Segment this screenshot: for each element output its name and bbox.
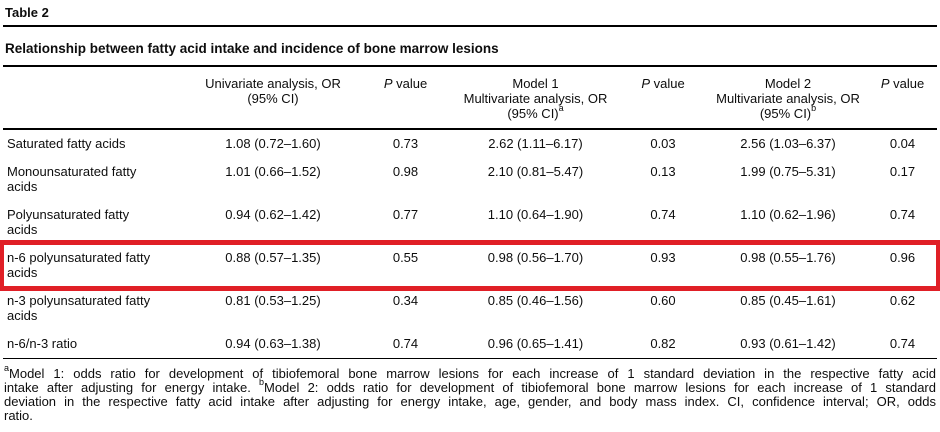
footnote-line: deviation in the respective fatty acid i… (4, 394, 936, 409)
col-header-model2: Model 2 Multivariate analysis, OR (95% CI)… (716, 76, 860, 121)
cell-value: 1.10 (0.64–1.90) (487, 207, 584, 222)
cell-value: 0.85 (0.45–1.61) (740, 293, 836, 308)
row-label: Polyunsaturated fatty acids (7, 207, 130, 237)
col-header-p-value-3: P value (880, 76, 925, 91)
cell-value: 0.74 (889, 207, 916, 222)
cell-value: 0.93 (650, 250, 676, 265)
col-header-p-value-1: P value (383, 76, 428, 91)
cell-value: 0.96 (889, 250, 916, 265)
cell-value: 0.93 (0.61–1.42) (740, 336, 836, 351)
row-label: n-6 polyunsaturated fatty acids (7, 250, 151, 280)
table-number-label: Table 2 (5, 5, 49, 20)
cell-value: 0.55 (392, 250, 419, 265)
cell-value: 0.03 (650, 136, 676, 151)
table-row: n-3 polyunsaturated fatty acids 0.81 (0.5… (3, 287, 937, 330)
col-header-univariate: Univariate analysis, OR (95% CI) (205, 76, 341, 106)
table-row: Polyunsaturated fatty acids 0.94 (0.62–1.… (3, 201, 937, 244)
cell-value: 0.74 (889, 336, 916, 351)
paper-table-page: Table 2 Relationship between fatty acid … (0, 0, 940, 423)
cell-value: 0.60 (650, 293, 676, 308)
cell-value: 2.56 (1.03–6.37) (740, 136, 836, 151)
cell-value: 1.01 (0.66–1.52) (225, 164, 321, 179)
cell-value: 0.96 (0.65–1.41) (487, 336, 584, 351)
cell-value: 0.62 (889, 293, 916, 308)
table-title: Relationship between fatty acid intake a… (5, 41, 499, 56)
row-label: Saturated fatty acids (7, 136, 126, 151)
cell-value: 0.17 (889, 164, 916, 179)
cell-value: 0.94 (0.62–1.42) (225, 207, 321, 222)
footnote: aModel 1: odds ratio for development of … (3, 363, 937, 423)
footnote-line: intake after adjusting for energy intake… (4, 377, 936, 395)
divider-under-table-label (3, 25, 937, 27)
cell-value: 0.74 (392, 336, 419, 351)
highlighted-row: n-6 polyunsaturated fatty acids 0.88 (0.5… (0, 240, 940, 291)
row-label: Monounsaturated fatty acids (7, 164, 137, 194)
cell-value: 0.81 (0.53–1.25) (225, 293, 321, 308)
table-row: Monounsaturated fatty acids 1.01 (0.66–1.… (3, 158, 937, 201)
col-header-p-value-2: P value (641, 76, 685, 91)
header-row: Univariate analysis, OR (95% CI) P value Mo… (3, 67, 937, 129)
divider-above-footnote (3, 358, 937, 359)
cell-value: 0.77 (392, 207, 419, 222)
col-header-factor (3, 67, 188, 129)
cell-value: 0.82 (650, 336, 676, 351)
table-header: Univariate analysis, OR (95% CI) P value Mo… (3, 67, 937, 129)
table-row: n-6/n-3 ratio 0.94 (0.63–1.38) 0.74 0.96 (0… (3, 330, 937, 358)
cell-value: 0.04 (889, 136, 916, 151)
footnote-line: ratio. (4, 408, 33, 423)
divider-under-title (3, 65, 937, 67)
cell-value: 0.98 (0.55–1.76) (740, 250, 836, 265)
cell-value: 1.10 (0.62–1.96) (740, 207, 836, 222)
cell-value: 0.88 (0.57–1.35) (225, 250, 321, 265)
cell-value: 0.85 (0.46–1.56) (487, 293, 584, 308)
cell-value: 0.98 (0.56–1.70) (487, 250, 584, 265)
table-row: Saturated fatty acids 1.08 (0.72–1.60) 0.7… (3, 129, 937, 158)
results-table: Univariate analysis, OR (95% CI) P value Mo… (0, 67, 940, 358)
cell-value: 1.08 (0.72–1.60) (225, 136, 321, 151)
footnote-line: aModel 1: odds ratio for development of … (4, 363, 936, 381)
cell-value: 0.73 (392, 136, 419, 151)
cell-value: 0.98 (392, 164, 419, 179)
cell-value: 0.34 (392, 293, 419, 308)
row-label: n-3 polyunsaturated fatty acids (7, 293, 151, 323)
cell-value: 0.94 (0.63–1.38) (225, 336, 321, 351)
cell-value: 1.99 (0.75–5.31) (740, 164, 836, 179)
cell-value: 0.74 (650, 207, 676, 222)
cell-value: 2.62 (1.11–6.17) (488, 136, 583, 151)
cell-value: 0.13 (650, 164, 676, 179)
cell-value: 2.10 (0.81–5.47) (487, 164, 584, 179)
table-body: Saturated fatty acids 1.08 (0.72–1.60) 0.7… (0, 129, 940, 358)
row-label: n-6/n-3 ratio (7, 336, 78, 351)
col-header-model1: Model 1 Multivariate analysis, OR (95% CI)… (463, 76, 608, 121)
